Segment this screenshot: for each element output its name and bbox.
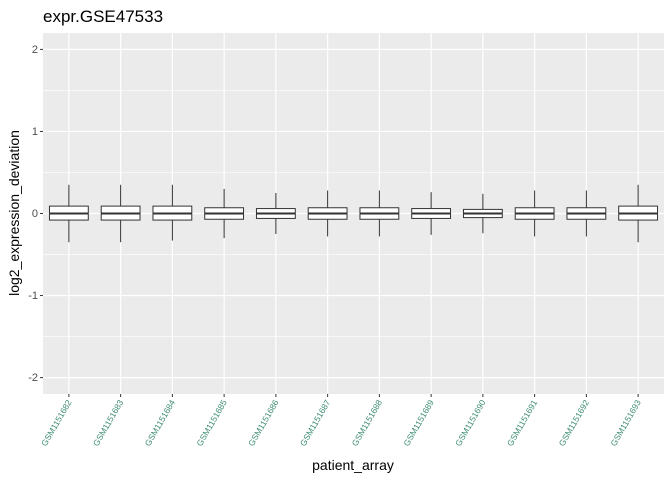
y-tick-label: 0	[32, 208, 38, 220]
box-GSM1151691	[514, 190, 555, 237]
y-axis-label: log2_expression_deviation	[6, 130, 22, 296]
box-GSM1151690	[462, 193, 503, 234]
x-tick-label: GSM1151692	[557, 398, 592, 448]
plot-panel	[43, 33, 664, 394]
x-tick-label: GSM1151683	[91, 398, 126, 448]
box-GSM1151682	[48, 184, 89, 243]
x-tick-label: GSM1151690	[453, 398, 488, 448]
box-GSM1151685	[204, 188, 245, 239]
x-axis-label: patient_array	[312, 457, 394, 473]
box-GSM1151693	[618, 184, 659, 243]
box-GSM1151686	[255, 192, 296, 235]
x-tick-label: GSM1151689	[401, 398, 436, 448]
x-tick-label: GSM1151684	[143, 398, 178, 448]
x-tick-label: GSM1151682	[39, 398, 74, 448]
x-tick-label: GSM1151687	[298, 398, 333, 448]
box-GSM1151688	[359, 190, 400, 237]
y-axis-ticks: -2 -1 0 1 2	[28, 44, 43, 384]
y-tick-label: 2	[32, 44, 38, 56]
box-GSM1151692	[566, 190, 607, 237]
x-axis-ticks: GSM1151682 GSM1151683 GSM1151684 GSM1151685…	[39, 394, 643, 448]
y-tick-label: -1	[28, 290, 38, 302]
box-GSM1151687	[307, 190, 348, 237]
chart-title: expr.GSE47533	[43, 7, 163, 26]
x-tick-label: GSM1151691	[505, 398, 540, 448]
box-GSM1151689	[411, 192, 452, 235]
y-tick-label: 1	[32, 126, 38, 138]
box-GSM1151683	[100, 184, 141, 243]
x-tick-label: GSM1151685	[194, 398, 229, 448]
x-tick-label: GSM1151688	[350, 398, 385, 448]
x-tick-label: GSM1151686	[246, 398, 281, 448]
y-tick-label: -2	[28, 372, 38, 384]
box-GSM1151684	[152, 184, 193, 241]
x-tick-label: GSM1151693	[608, 398, 643, 448]
